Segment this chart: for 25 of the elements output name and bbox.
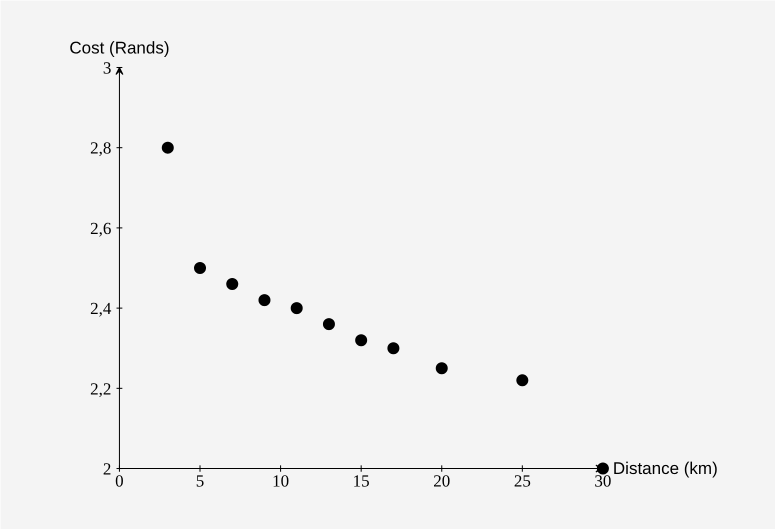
y-axis-title: Cost (Rands) bbox=[69, 38, 170, 58]
point bbox=[387, 342, 400, 354]
point bbox=[290, 302, 303, 314]
point bbox=[516, 374, 528, 386]
x-tick-label: 10 bbox=[272, 472, 290, 491]
x-tick-label: 30 bbox=[594, 472, 612, 491]
point bbox=[258, 294, 270, 306]
x-tick-label: 15 bbox=[352, 472, 370, 491]
x-tick-label: 20 bbox=[433, 472, 450, 491]
point bbox=[194, 262, 206, 274]
point bbox=[322, 318, 335, 330]
x-tick-label: 0 bbox=[115, 472, 124, 491]
y-tick-label: 2,6 bbox=[90, 218, 112, 238]
x-axis-title: Distance (km) bbox=[612, 459, 718, 478]
point bbox=[355, 334, 368, 346]
point bbox=[436, 362, 448, 374]
y-tick-label: 2,4 bbox=[90, 299, 112, 318]
y-tick-label: 2 bbox=[102, 460, 112, 479]
x-tick-label: 25 bbox=[514, 472, 531, 491]
y-tick-label: 2,2 bbox=[90, 379, 112, 398]
y-tick-label: 3 bbox=[102, 58, 112, 78]
y-tick-label: 2,8 bbox=[90, 138, 112, 158]
x-tick-label: 5 bbox=[196, 472, 204, 491]
point bbox=[162, 142, 174, 154]
point bbox=[226, 278, 238, 290]
